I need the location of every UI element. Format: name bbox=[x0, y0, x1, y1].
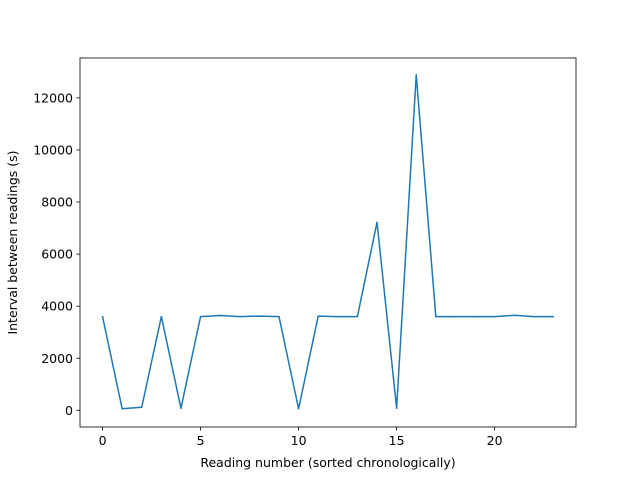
data-point bbox=[101, 315, 104, 318]
plot-area bbox=[80, 58, 576, 427]
y-tick-label: 2000 bbox=[41, 351, 73, 366]
plot-frame bbox=[79, 57, 577, 428]
data-point bbox=[199, 315, 202, 318]
y-tick-label: 6000 bbox=[41, 247, 73, 262]
y-axis-label: Interval between readings (s) bbox=[5, 150, 20, 334]
data-point bbox=[317, 315, 319, 317]
data-point bbox=[474, 315, 476, 318]
y-tick-label: 10000 bbox=[33, 142, 73, 157]
data-point bbox=[395, 407, 398, 409]
data-point bbox=[219, 314, 221, 317]
data-point bbox=[513, 314, 515, 317]
data-point bbox=[415, 74, 417, 76]
y-tick-label: 0 bbox=[65, 403, 73, 418]
x-tick-label: 0 bbox=[99, 433, 107, 448]
data-point bbox=[180, 407, 182, 409]
data-point bbox=[141, 406, 143, 408]
series-layer bbox=[101, 74, 555, 410]
x-tick-label: 15 bbox=[389, 433, 405, 448]
y-tick-label: 4000 bbox=[41, 299, 73, 314]
y-tick-label: 8000 bbox=[41, 195, 73, 210]
x-axis: 0 5 10 15 20 bbox=[99, 427, 503, 448]
data-point bbox=[356, 315, 359, 318]
data-point bbox=[493, 315, 496, 318]
data-point bbox=[278, 315, 280, 318]
data-point bbox=[258, 315, 261, 317]
x-tick-label: 10 bbox=[291, 433, 307, 448]
data-point bbox=[121, 408, 123, 410]
data-point bbox=[239, 315, 241, 318]
data-point bbox=[552, 315, 555, 318]
data-point bbox=[160, 315, 163, 318]
data-point bbox=[454, 315, 457, 318]
data-point bbox=[297, 408, 300, 410]
data-point bbox=[533, 315, 535, 318]
y-tick-label: 12000 bbox=[33, 90, 73, 105]
data-point bbox=[337, 315, 339, 318]
y-axis: 0 2000 4000 6000 8000 10000 12000 bbox=[33, 90, 80, 418]
data-point bbox=[435, 315, 437, 318]
x-tick-label: 20 bbox=[487, 433, 503, 448]
data-point bbox=[376, 221, 378, 224]
x-axis-label: Reading number (sorted chronologically) bbox=[200, 455, 455, 470]
x-tick-label: 5 bbox=[197, 433, 205, 448]
series-line-0 bbox=[101, 74, 554, 410]
